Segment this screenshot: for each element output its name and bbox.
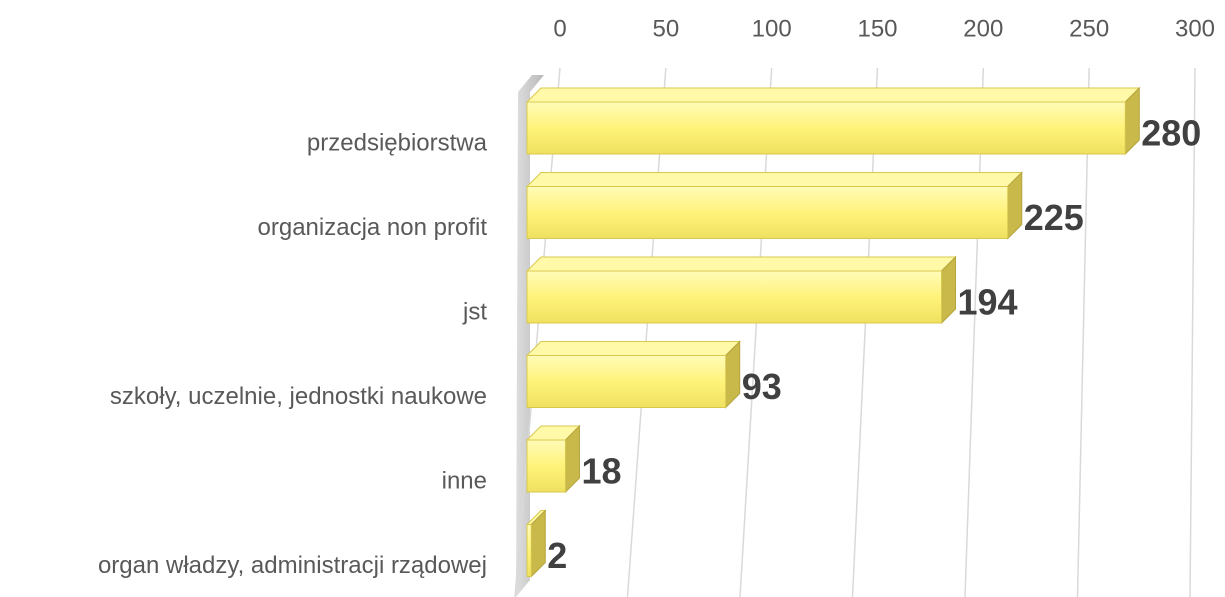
x-tick-label: 250 bbox=[1069, 15, 1109, 42]
bar-top bbox=[525, 341, 741, 356]
grid-line bbox=[739, 67, 773, 597]
grid-line bbox=[964, 67, 985, 597]
y-tick-label: szkoły, uczelnie, jednostki naukowe bbox=[110, 383, 487, 410]
y-tick-label: organizacja non profit bbox=[258, 214, 488, 241]
x-tick-label: 50 bbox=[652, 15, 679, 42]
bar bbox=[526, 270, 943, 324]
grid-line bbox=[851, 67, 879, 597]
y-tick-label: inne bbox=[442, 467, 487, 494]
data-label: 2 bbox=[547, 535, 567, 576]
grid-line bbox=[514, 67, 561, 597]
grid-line bbox=[626, 67, 667, 597]
data-label: 93 bbox=[742, 366, 782, 407]
grid-line bbox=[1076, 67, 1090, 597]
y-tick-label: jst bbox=[462, 298, 487, 325]
data-label: 225 bbox=[1024, 197, 1084, 238]
bar-top bbox=[525, 256, 957, 272]
data-label: 280 bbox=[1141, 113, 1201, 154]
data-label: 194 bbox=[958, 282, 1018, 323]
side-wall bbox=[516, 75, 544, 597]
x-tick-label: 150 bbox=[857, 15, 897, 42]
bar bbox=[526, 355, 727, 408]
x-tick-label: 100 bbox=[752, 15, 792, 42]
y-tick-label: organ władzy, administracji rządowej bbox=[98, 552, 487, 579]
bar-top bbox=[525, 172, 1023, 187]
bar bbox=[526, 524, 532, 577]
grid-line bbox=[1189, 67, 1196, 597]
bar-top bbox=[525, 87, 1141, 103]
x-tick-label: 300 bbox=[1175, 15, 1215, 42]
x-tick-label: 0 bbox=[553, 15, 566, 42]
bar bbox=[526, 186, 1009, 239]
bar bbox=[526, 439, 566, 493]
x-tick-label: 200 bbox=[963, 15, 1003, 42]
data-label: 18 bbox=[581, 451, 621, 492]
y-tick-label: przedsiębiorstwa bbox=[307, 129, 488, 156]
bar bbox=[526, 101, 1126, 155]
